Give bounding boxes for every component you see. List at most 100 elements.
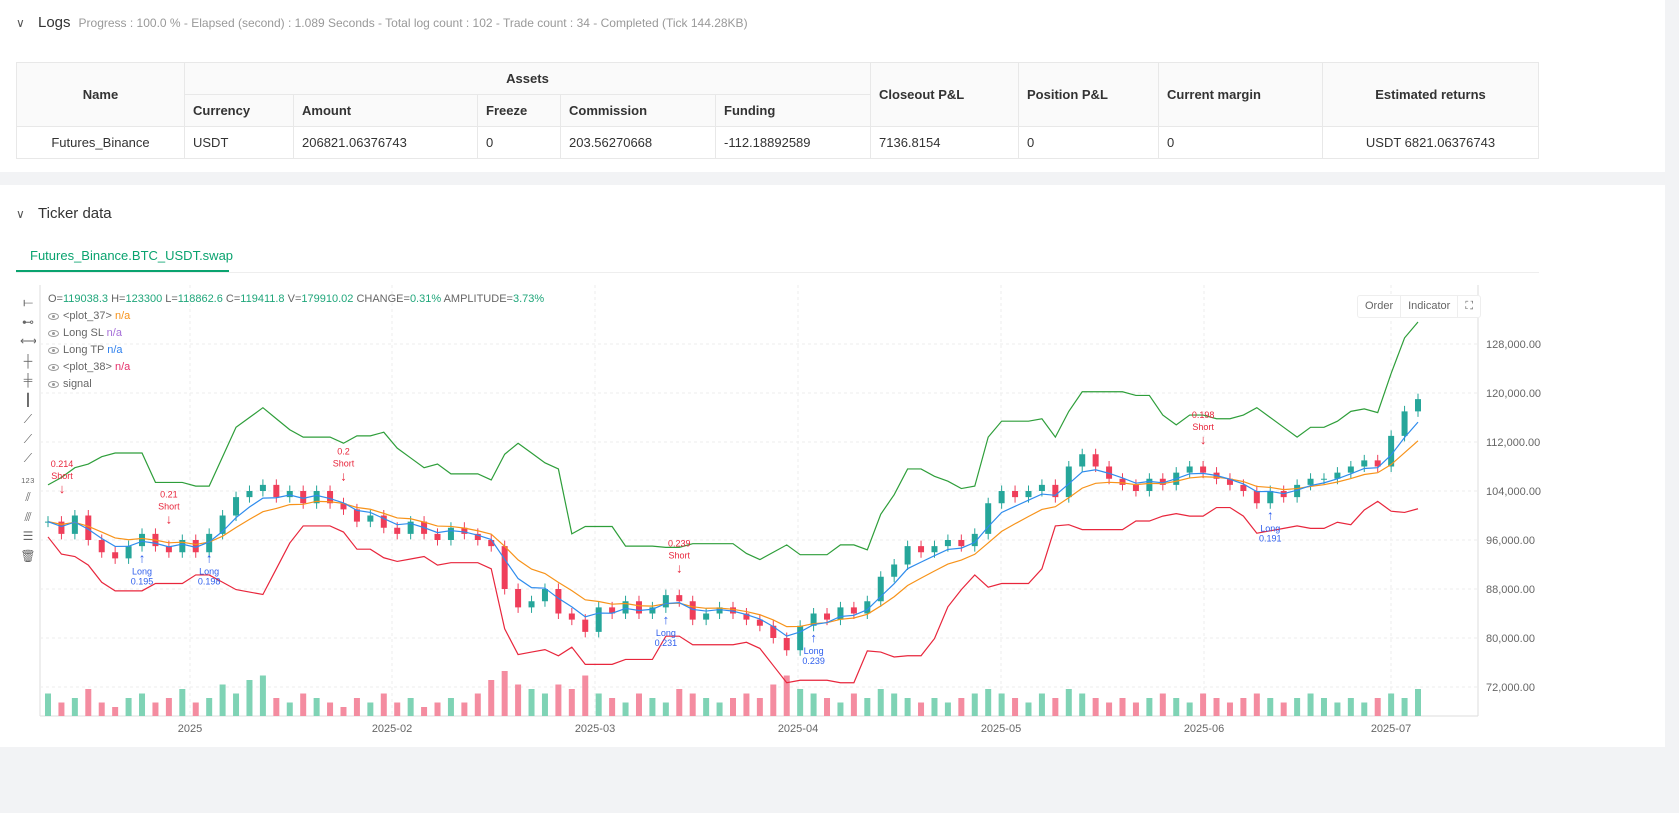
candle-body: [595, 607, 602, 632]
plot-name: <plot_38>: [63, 361, 115, 373]
y-tick-label: 72,000.00: [1486, 682, 1535, 694]
eye-icon[interactable]: [48, 329, 59, 337]
horizontal-ray-icon[interactable]: ⊷: [22, 314, 34, 329]
volume-bar: [501, 671, 508, 716]
vertical-segment-icon[interactable]: ┃: [24, 392, 32, 407]
candle-body: [1132, 484, 1139, 491]
volume-bar: [340, 707, 347, 716]
plot-name: Long TP: [63, 344, 108, 356]
segment-line-icon[interactable]: ⟋: [23, 451, 33, 465]
plot-value: n/a: [115, 361, 131, 373]
y-tick-label: 80,000.00: [1486, 633, 1535, 645]
plot-legend-item[interactable]: <plot_38> n/a: [48, 361, 130, 374]
eye-icon[interactable]: [48, 346, 59, 354]
th-margin: Current margin: [1158, 62, 1323, 127]
chart-buttons: Order Indicator ⛶: [1357, 295, 1482, 318]
volume-bar: [192, 702, 199, 716]
candle-body: [380, 515, 387, 528]
horizontal-segment-icon[interactable]: ⟷: [20, 334, 36, 348]
candle-body: [165, 546, 172, 553]
vertical-ray-icon[interactable]: ╪: [23, 373, 33, 387]
candle-body: [582, 619, 589, 632]
volume-bar: [246, 680, 253, 716]
indicator-button[interactable]: Indicator: [1401, 296, 1459, 317]
ohlc-key: H=: [111, 293, 126, 305]
volume-bar: [1173, 698, 1180, 716]
volume-bar: [1146, 698, 1153, 716]
volume-bar: [447, 698, 454, 716]
order-button[interactable]: Order: [1358, 296, 1402, 317]
candle-body: [233, 497, 240, 516]
volume-bar: [58, 702, 65, 716]
volume-bar: [71, 698, 78, 716]
plot-legend-item[interactable]: Long TP n/a: [48, 344, 123, 357]
candle-body: [971, 533, 978, 547]
candle-body: [501, 546, 508, 589]
candle-body: [649, 607, 656, 614]
candle-body: [1025, 491, 1032, 498]
candle-body: [1159, 478, 1166, 485]
pitchfork-icon[interactable]: ⫻: [24, 509, 32, 524]
plot-legend-item[interactable]: Long SL n/a: [48, 327, 122, 340]
tab-btc-usdt-swap[interactable]: Futures_Binance.BTC_USDT.swap: [16, 238, 233, 272]
volume-bar: [756, 698, 763, 716]
signal-label: Long: [1260, 524, 1280, 534]
volume-bar: [1388, 693, 1395, 716]
ray-line-icon[interactable]: ⟋: [23, 431, 33, 446]
plot-legend-item[interactable]: signal: [48, 378, 92, 391]
parallel-channel-icon[interactable]: ⫽: [25, 490, 31, 504]
candle-body: [58, 521, 65, 534]
price-chart[interactable]: 72,000.00 80,000.00 88,000.00 96,000.00 104,…: [0, 0, 1665, 747]
plot-value: n/a: [115, 310, 131, 322]
cell-margin: 0: [1158, 126, 1323, 159]
fast-ma-line: [47, 421, 1419, 637]
volume-bar: [689, 693, 696, 716]
signal-label: Long: [656, 628, 676, 638]
fibonacci-icon[interactable]: ☰: [22, 529, 34, 543]
candle-body: [931, 546, 938, 553]
ticker-header[interactable]: ∨ Ticker data: [16, 205, 112, 222]
volume-bar: [327, 702, 334, 716]
trash-icon[interactable]: 🗑: [20, 548, 36, 563]
volume-bar: [1079, 693, 1086, 716]
price-label-icon[interactable]: ₁₂₃: [21, 470, 35, 485]
volume-bar: [528, 689, 535, 716]
candle-body: [1186, 466, 1193, 473]
volume-bar: [474, 693, 481, 716]
chevron-down-icon[interactable]: ∨: [16, 207, 25, 221]
chevron-down-icon[interactable]: ∨: [16, 16, 25, 30]
candle-body: [555, 589, 562, 614]
candle-body: [1361, 460, 1368, 467]
volume-bar: [985, 689, 992, 716]
trend-line-icon[interactable]: ⟋: [23, 412, 33, 426]
volume-bar: [1334, 702, 1341, 716]
volume-bar: [1106, 702, 1113, 716]
ohlc-key: CHANGE=: [356, 293, 410, 305]
plot-legend-item[interactable]: <plot_37> n/a: [48, 310, 130, 323]
volume-bar: [233, 693, 240, 716]
candle-body: [1146, 478, 1153, 491]
logs-header[interactable]: ∨ Logs Progress : 100.0 % - Elapsed (sec…: [16, 14, 748, 31]
x-tick-label: 2025-07: [1371, 723, 1411, 735]
volume-bar: [1374, 698, 1381, 716]
cell-name: Futures_Binance: [16, 126, 185, 159]
th-funding: Funding: [715, 94, 871, 127]
eye-icon[interactable]: [48, 380, 59, 388]
th-position: Position P&L: [1018, 62, 1159, 127]
vertical-line-icon[interactable]: ┼: [23, 353, 33, 368]
th-assets: Assets: [184, 62, 871, 95]
fullscreen-icon[interactable]: ⛶: [1465, 300, 1474, 312]
candle-body: [273, 484, 280, 498]
candle-body: [958, 540, 965, 547]
horizontal-line-icon[interactable]: ⟝: [23, 295, 33, 309]
y-tick-label: 128,000.00: [1486, 339, 1541, 351]
volume-bar: [797, 689, 804, 716]
candle-body: [904, 546, 911, 565]
ticker-section: [0, 185, 1665, 747]
volume-bar: [676, 689, 683, 716]
eye-icon[interactable]: [48, 363, 59, 371]
cell-freeze: 0: [477, 126, 561, 159]
eye-icon[interactable]: [48, 312, 59, 320]
volume-bar: [1280, 702, 1287, 716]
volume-bar: [877, 689, 884, 716]
